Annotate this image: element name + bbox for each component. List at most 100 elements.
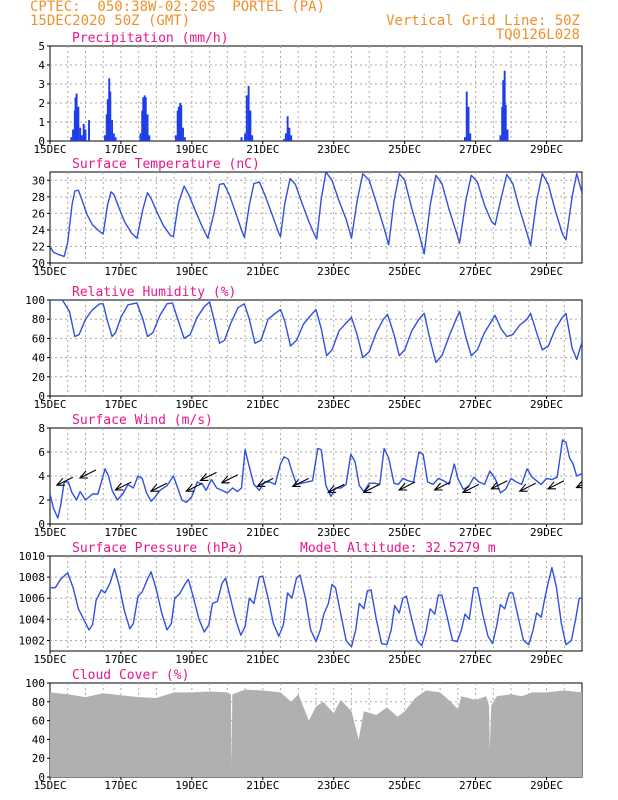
wind-arrow (114, 481, 132, 491)
precip-bar (146, 114, 149, 141)
temp-xtick-label: 21DEC (246, 265, 279, 278)
precip-bar (79, 127, 82, 141)
precip-bar (247, 85, 250, 141)
precip-bar (75, 93, 78, 141)
precip-bar (504, 104, 507, 141)
pres-ytick-label: 1002 (19, 634, 46, 647)
wind-arrow-head (433, 482, 443, 491)
precip-bar (139, 133, 142, 141)
pres-line (50, 566, 582, 648)
wind-arrow-shaft (292, 477, 309, 487)
rh-xtick-label: 27DEC (459, 398, 492, 411)
precip-bar (105, 114, 108, 141)
wind-arrow-head (575, 480, 582, 489)
precip-bar (467, 106, 470, 141)
precip-bar (463, 137, 466, 141)
wind-arrow (575, 480, 582, 489)
wind-arrow-shaft (434, 481, 451, 491)
cloud-ytick-label: 20 (32, 752, 45, 765)
precip-bar (142, 97, 145, 141)
grid-line-label: Vertical Grid Line: 50Z (386, 13, 580, 29)
wind-arrow (185, 482, 203, 492)
wind-arrow-head (256, 479, 266, 487)
precip-bar (499, 135, 502, 141)
wind-arrow (490, 480, 508, 490)
pres-xtick-label: 25DEC (388, 653, 421, 666)
wind-xtick-label: 27DEC (459, 526, 492, 539)
precip-bar (284, 133, 287, 141)
cloud-ytick-label: 100 (25, 677, 45, 690)
precip-bar (288, 127, 291, 141)
rh-ytick-label: 0 (38, 390, 45, 403)
wind-arrow (433, 481, 451, 491)
cloud-ytick-label: 0 (38, 771, 45, 784)
pres-ytick-label: 1004 (19, 613, 46, 626)
wind-arrow-head (199, 473, 209, 481)
precip-xtick-label: 21DEC (246, 143, 279, 156)
precip-bar (244, 133, 247, 141)
precip-xtick-label: 29DEC (530, 143, 563, 156)
wind-xtick-label: 29DEC (530, 526, 563, 539)
precip-ytick-label: 4 (38, 59, 45, 72)
wind-ytick-label: 2 (38, 494, 45, 507)
pres-xtick-label: 17DEC (104, 653, 137, 666)
precip-bar (80, 135, 83, 141)
precip-bar (74, 97, 77, 141)
wind-arrow-head (490, 481, 500, 490)
wind-arrow-shaft (257, 477, 274, 487)
precip-bar (143, 95, 146, 141)
wind-arrow-shaft (56, 476, 74, 486)
wind-arrow-head (362, 485, 372, 493)
wind-arrow (220, 474, 239, 484)
temp-panel: 20 22 24 26 28 30 15DEC 17DEC 19DEC 21DEC 23DEC 25D… (32, 157, 583, 278)
precip-bar (469, 133, 472, 141)
precip-bar (106, 99, 109, 141)
rh-series (50, 300, 582, 364)
wind-arrow-head (220, 475, 230, 484)
cloud-xtick-label: 27DEC (459, 779, 492, 792)
wind-arrow-head (397, 482, 408, 491)
precip-bar (465, 91, 468, 141)
rh-ytick-label: 60 (32, 332, 45, 345)
wind-xtick-label: 23DEC (317, 526, 350, 539)
precip-bar (506, 129, 509, 141)
rh-xtick-label: 19DEC (175, 398, 208, 411)
precip-ytick-label: 2 (38, 97, 45, 110)
precip-ytick-label: 5 (38, 40, 45, 53)
precip-bar (283, 139, 286, 141)
wind-arrow-head (114, 482, 124, 491)
wind-ytick-label: 8 (38, 422, 45, 435)
wind-arrow-shaft (79, 469, 97, 479)
precip-bar (104, 135, 106, 141)
pres-xtick-label: 29DEC (530, 653, 563, 666)
precip-ytick-label: 3 (38, 78, 45, 91)
precip-bar (182, 127, 184, 141)
wind-arrow-head (291, 479, 301, 487)
wind-xtick-label: 19DEC (175, 526, 208, 539)
wind-ytick-label: 6 (38, 446, 45, 459)
precip-ytick-label: 1 (38, 116, 45, 129)
wind-arrow-shaft (519, 482, 536, 492)
wind-ytick-label: 4 (38, 470, 45, 483)
cloud-xtick-label: 21DEC (246, 779, 279, 792)
wind-panel: 0 2 4 6 8 15DEC 17DEC 19DEC 21DEC 23DEC 25DEC 27DEC… (33, 413, 583, 539)
pres-xtick-label: 21DEC (246, 653, 279, 666)
temp-line (50, 172, 582, 258)
precip-bar (70, 137, 73, 141)
pres-xtick-label: 19DEC (175, 653, 208, 666)
precip-bar (141, 110, 144, 141)
precip-bar (176, 110, 179, 141)
precip-bar (240, 137, 243, 141)
cloud-series (50, 689, 582, 777)
cloud-ytick-label: 60 (32, 715, 45, 728)
precip-xtick-label: 19DEC (175, 143, 208, 156)
wind-arrow-shaft (462, 483, 480, 493)
temp-series (50, 172, 582, 258)
wind-arrow (326, 483, 345, 493)
temp-ytick-label: 30 (32, 174, 45, 187)
wind-arrow (362, 483, 380, 493)
wind-arrow (256, 477, 274, 487)
wind-arrow-head (55, 477, 65, 486)
precip-bar (286, 116, 289, 141)
precip-bar (109, 91, 112, 141)
